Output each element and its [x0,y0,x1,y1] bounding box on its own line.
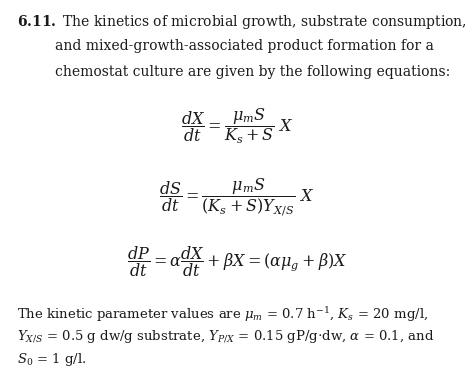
Text: $\dfrac{dP}{dt} = \alpha\dfrac{dX}{dt} +\beta X = (\alpha\mu_g +\beta)X$: $\dfrac{dP}{dt} = \alpha\dfrac{dX}{dt} +… [127,244,347,279]
Text: $\dfrac{dS}{dt} = \dfrac{\mu_m S}{(K_s +S)Y_{X/S}}\ X$: $\dfrac{dS}{dt} = \dfrac{\mu_m S}{(K_s +… [159,176,315,219]
Text: The kinetic parameter values are $\mu_m$ = 0.7 h$^{-1}$, $K_s$ = 20 mg/l,: The kinetic parameter values are $\mu_m$… [17,305,428,324]
Text: $Y_{X/S}$ = 0.5 g dw/g substrate, $Y_{P/X}$ = 0.15 gP/g$\cdot$dw, $\alpha$ = 0.1: $Y_{X/S}$ = 0.5 g dw/g substrate, $Y_{P/… [17,328,434,345]
Text: and mixed-growth-associated product formation for a: and mixed-growth-associated product form… [55,39,433,53]
Text: $\dfrac{dX}{dt} = \dfrac{\mu_m S}{K_s +S}\ X$: $\dfrac{dX}{dt} = \dfrac{\mu_m S}{K_s +S… [181,106,293,146]
Text: $\mathbf{6.11.}$ The kinetics of microbial growth, substrate consumption,: $\mathbf{6.11.}$ The kinetics of microbi… [17,13,466,31]
Text: chemostat culture are given by the following equations:: chemostat culture are given by the follo… [55,65,450,79]
Text: $S_0$ = 1 g/l.: $S_0$ = 1 g/l. [17,351,86,368]
